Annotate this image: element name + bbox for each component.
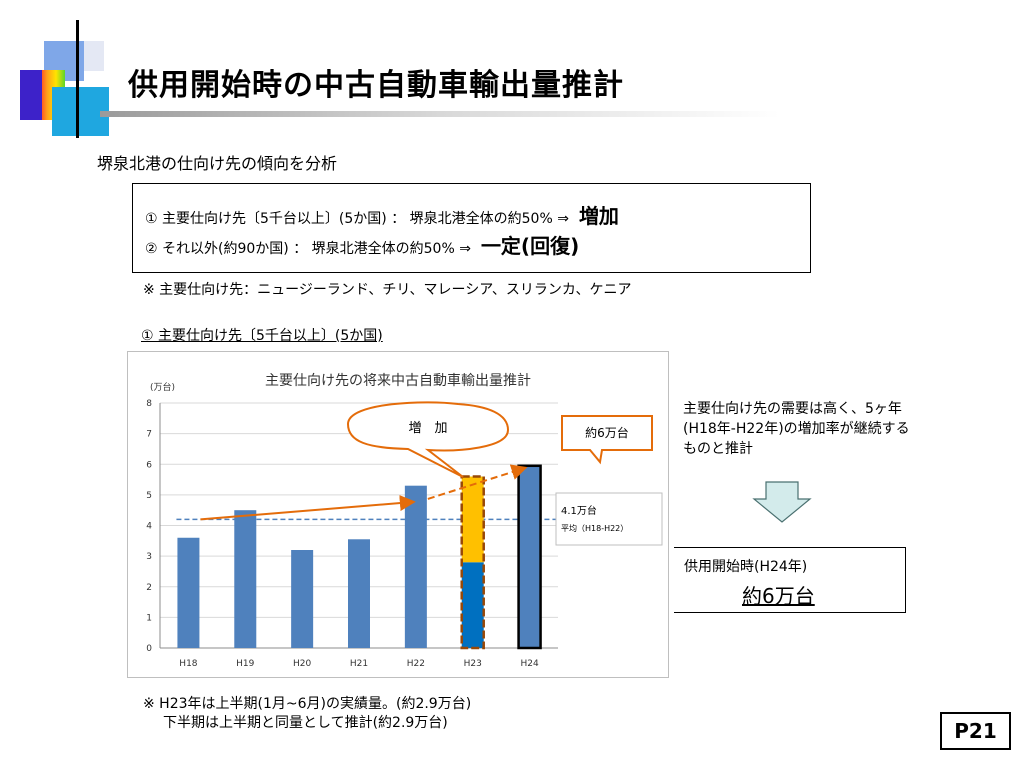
- summary-line-1-result: 増加: [578, 204, 619, 228]
- y-tick-label: 2: [146, 583, 152, 593]
- projection-arrow: [427, 464, 528, 500]
- x-tick-label: H18: [179, 659, 197, 669]
- conclusion-box: 供用開始時(H24年) 約6万台: [674, 547, 906, 613]
- bar: [404, 485, 427, 648]
- right-explanation: 主要仕向け先の需要は高く、5ヶ年(H18年-H22年)の増加率が継続するものと推…: [683, 401, 910, 457]
- y-axis-unit: (万台): [150, 381, 175, 393]
- bar-h23-first-half: [461, 562, 484, 648]
- bar: [234, 510, 257, 648]
- bar-h24: [517, 464, 542, 650]
- x-tick-label: H23: [464, 659, 482, 669]
- deco-vertical-line: [76, 20, 79, 138]
- y-tick-label: 0: [146, 644, 152, 654]
- y-tick-label: 8: [146, 399, 152, 409]
- trend-arrow: [200, 495, 416, 521]
- page-number: P21: [940, 712, 1011, 750]
- y-tick-label: 1: [146, 613, 152, 623]
- summary-line-2: ② それ以外(約90か国) ： 堺泉北港全体の約50% ⇒ 一定(回復): [145, 230, 579, 259]
- x-tick-label: H21: [350, 659, 368, 669]
- summary-line-1-text: ① 主要仕向け先〔5千台以上〕(5か国) ： 堺泉北港全体の約50% ⇒: [145, 211, 569, 227]
- average-label-box: [555, 492, 663, 546]
- destinations-note: ※ 主要仕向け先：ニュージーランド、チリ、マレーシア、スリランカ、ケニア: [143, 282, 632, 298]
- x-tick-label: H24: [520, 659, 538, 669]
- summary-box: ① 主要仕向け先〔5千台以上〕(5か国) ： 堺泉北港全体の約50% ⇒ 増加 ②…: [132, 183, 811, 273]
- h23-note-line-1: ※ H23年は上半期(1月~6月)の実績量。(約2.9万台): [143, 696, 472, 712]
- callout-increase-text: 増 加: [408, 421, 447, 436]
- chart-container: 主要仕向け先の将来中古自動車輸出量推計 (万台) 0 1 2 3 4 5 6 7 8 H18 H19…: [127, 351, 669, 678]
- y-tick-label: 6: [146, 460, 152, 470]
- bar: [291, 550, 314, 648]
- x-tick-label: H19: [236, 659, 254, 669]
- deco-square-light: [84, 41, 104, 71]
- average-label-period: 平均（H18-H22）: [561, 523, 628, 533]
- callout-target-bubble: [561, 415, 653, 465]
- h23-note-line-2: 下半期は上半期と同量として推計(約2.9万台): [163, 715, 448, 731]
- bar-h23-outline: [460, 475, 485, 650]
- deco-square-purple: [20, 70, 42, 120]
- bar: [177, 537, 200, 648]
- bar-chart: 主要仕向け先の将来中古自動車輸出量推計 (万台) 0 1 2 3 4 5 6 7 8 H18 H19…: [146, 372, 663, 669]
- average-label-value: 4.1万台: [561, 504, 597, 517]
- callout-target-text: 約6万台: [585, 425, 629, 440]
- conclusion-label: 供用開始時(H24年): [684, 559, 808, 575]
- title-underline: [100, 111, 780, 117]
- down-arrow-icon: [752, 481, 812, 523]
- deco-square-cyan: [52, 87, 109, 136]
- x-tick-label: H22: [407, 659, 425, 669]
- y-tick-label: 5: [146, 491, 152, 501]
- summary-line-1: ① 主要仕向け先〔5千台以上〕(5か国) ： 堺泉北港全体の約50% ⇒ 増加: [145, 200, 619, 229]
- y-tick-label: 3: [146, 552, 152, 562]
- summary-line-2-text: ② それ以外(約90か国) ： 堺泉北港全体の約50% ⇒: [145, 241, 471, 257]
- y-tick-label: 7: [146, 430, 152, 440]
- summary-line-2-result: 一定(回復): [480, 234, 580, 258]
- slide-title: 供用開始時の中古自動車輸出量推計: [128, 68, 624, 103]
- x-tick-label: H20: [293, 659, 311, 669]
- bar: [348, 539, 370, 648]
- bar-h23-second-half: [461, 476, 484, 563]
- chart-title: 主要仕向け先の将来中古自動車輸出量推計: [265, 372, 531, 389]
- conclusion-value: 約6万台: [742, 584, 815, 608]
- slide-subtitle: 堺泉北港の仕向け先の傾向を分析: [97, 154, 338, 173]
- callout-increase-bubble: [346, 401, 510, 478]
- section-heading: ① 主要仕向け先〔5千台以上〕(5か国): [141, 328, 383, 344]
- y-tick-label: 4: [146, 522, 152, 532]
